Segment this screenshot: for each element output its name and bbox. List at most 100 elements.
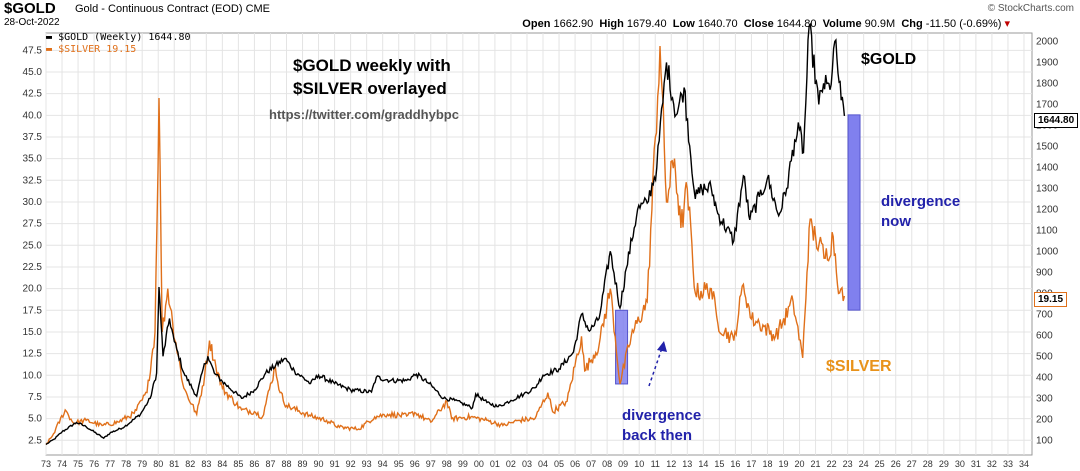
x-tick-label: 05 (554, 459, 564, 469)
x-tick-label: 75 (73, 459, 83, 469)
right-tick-label: 1700 (1036, 99, 1059, 110)
x-tick-label: 30 (955, 459, 965, 469)
left-tick-label: 17.5 (23, 305, 43, 316)
x-tick-label: 27 (907, 459, 917, 469)
divergence-then-line1: divergence (622, 407, 702, 424)
left-tick-label: 10.0 (23, 370, 43, 381)
close-label: Close (743, 18, 774, 30)
x-tick-label: 24 (859, 459, 869, 469)
x-tick-label: 20 (795, 459, 805, 469)
left-tick-label: 12.5 (23, 349, 43, 360)
ohlc-readout: Open 1662.90 High 1679.40 Low 1640.70 Cl… (522, 17, 1010, 30)
arrow-head-icon (657, 341, 667, 352)
x-tick-label: 10 (634, 459, 644, 469)
left-tick-label: 15.0 (23, 327, 43, 338)
right-tick-label: 1200 (1036, 204, 1059, 215)
chg-value: -11.50 (-0.69%) (925, 18, 1002, 30)
annotation-title-line1: $GOLD weekly with (293, 56, 451, 75)
low-label: Low (672, 18, 695, 30)
x-tick-label: 17 (746, 459, 756, 469)
x-tick-label: 14 (698, 459, 708, 469)
x-tick-label: 13 (682, 459, 692, 469)
x-tick-label: 23 (843, 459, 853, 469)
right-tick-label: 1900 (1036, 57, 1059, 68)
right-tick-label: 500 (1036, 351, 1053, 362)
legend-gold-swatch: ▬ (46, 32, 53, 43)
x-tick-label: 98 (442, 459, 452, 469)
down-arrow-icon: ▾ (1004, 18, 1010, 30)
x-tick-label: 97 (426, 459, 436, 469)
x-tick-label: 92 (346, 459, 356, 469)
divergence-then-line2: back then (622, 427, 693, 444)
dashed-arrow-shaft (648, 347, 663, 387)
divergence-now-note: divergence now (881, 192, 960, 232)
right-tick-label: 1500 (1036, 141, 1059, 152)
x-tick-label: 78 (121, 459, 131, 469)
chart-subtitle: Gold - Continuous Contract (EOD) CME (75, 3, 271, 15)
x-tick-label: 93 (362, 459, 372, 469)
right-tick-label: 400 (1036, 372, 1053, 383)
x-tick-label: 12 (666, 459, 676, 469)
right-tick-label: 1400 (1036, 162, 1059, 173)
x-tick-label: 26 (891, 459, 901, 469)
x-tick-label: 90 (314, 459, 324, 469)
legend-gold-text: $GOLD (Weekly) 1644.80 (58, 32, 191, 43)
x-tick-label: 96 (410, 459, 420, 469)
x-tick-label: 79 (137, 459, 147, 469)
left-tick-label: 40.0 (23, 110, 43, 121)
right-tick-label: 600 (1036, 330, 1053, 341)
x-tick-label: 18 (762, 459, 772, 469)
x-tick-label: 00 (474, 459, 484, 469)
x-tick-label: 86 (249, 459, 259, 469)
x-tick-label: 99 (458, 459, 468, 469)
gold-last-value-tag: 1644.80 (1034, 113, 1079, 128)
x-tick-label: 81 (169, 459, 179, 469)
silver-series-label: $SILVER (826, 358, 892, 375)
left-tick-label: 37.5 (23, 132, 43, 143)
left-axis-ticks: 2.5 5.0 7.5 10.0 12.5 15.0 17.5 20.0 22.5 25.0 27.… (23, 45, 43, 446)
x-tick-label: 25 (875, 459, 885, 469)
silver-last-value-tag: 19.15 (1034, 292, 1068, 307)
left-tick-label: 22.5 (23, 262, 43, 273)
x-tick-label: 87 (265, 459, 275, 469)
left-tick-label: 42.5 (23, 89, 43, 100)
left-tick-label: 20.0 (23, 284, 43, 295)
x-tick-label: 29 (939, 459, 949, 469)
high-label: High (599, 18, 624, 30)
x-axis-ticks: 73 74 75 76 77 78 79 80 81 82 83 84 85 86 87 88 89 90 91 92… (41, 459, 1029, 469)
x-tick-label: 83 (201, 459, 211, 469)
close-value: 1644.80 (776, 18, 817, 30)
x-tick-label: 04 (538, 459, 548, 469)
right-tick-label: 200 (1036, 414, 1053, 425)
x-tick-label: 77 (105, 459, 115, 469)
left-tick-label: 47.5 (23, 45, 43, 56)
high-value: 1679.40 (626, 18, 667, 30)
x-tick-label: 01 (490, 459, 500, 469)
chart-symbol: $GOLD (4, 0, 56, 17)
chg-label: Chg (901, 18, 923, 30)
x-tick-label: 08 (602, 459, 612, 469)
right-tick-label: 900 (1036, 267, 1053, 278)
x-tick-label: 19 (778, 459, 788, 469)
gold-series-line (45, 22, 846, 446)
stockcharts-credit[interactable]: © StockCharts.com (987, 3, 1074, 14)
x-tick-label: 03 (522, 459, 532, 469)
right-tick-label: 1100 (1036, 225, 1058, 236)
x-tick-label: 95 (394, 459, 404, 469)
x-tick-label: 02 (506, 459, 516, 469)
divergence-now-line1: divergence (881, 193, 961, 210)
x-tick-label: 32 (987, 459, 997, 469)
divergence-now-box (847, 114, 861, 311)
x-tick-label: 11 (651, 459, 660, 469)
annotation-title-line2: $SILVER overlayed (293, 79, 447, 98)
x-tick-label: 74 (57, 459, 67, 469)
x-tick-label: 82 (185, 459, 195, 469)
x-tick-label: 80 (153, 459, 163, 469)
annotation-link[interactable]: https://twitter.com/graddhybpc (269, 107, 459, 122)
right-tick-label: 700 (1036, 309, 1053, 320)
left-tick-label: 5.0 (28, 414, 42, 425)
x-tick-label: 76 (89, 459, 99, 469)
x-tick-label: 73 (41, 459, 51, 469)
x-tick-label: 07 (586, 459, 596, 469)
x-tick-label: 28 (923, 459, 933, 469)
